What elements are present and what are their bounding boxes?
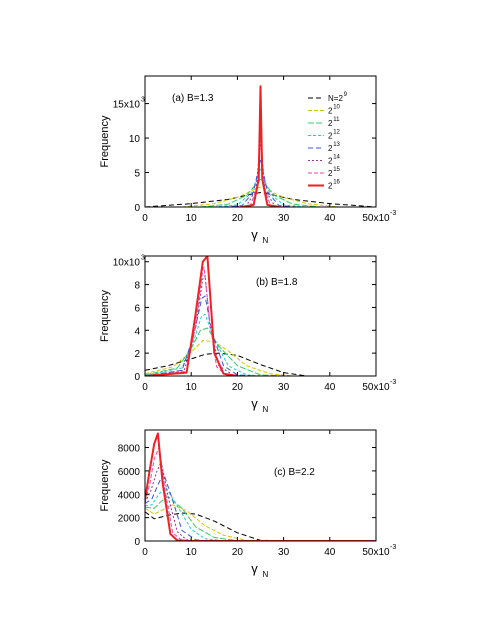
x-axis-exponent: -3 xyxy=(390,379,396,386)
legend-label-superscript: 15 xyxy=(333,167,340,173)
y-tick-label: 6 xyxy=(134,303,140,314)
series-line-6 xyxy=(232,141,289,207)
y-tick-label: 5 xyxy=(134,169,140,180)
series-line-6 xyxy=(145,274,247,376)
x-tick-label: 30 xyxy=(278,382,290,393)
panel-annotation: (b) B=1.8 xyxy=(256,277,298,288)
x-axis-label: γ xyxy=(251,396,258,411)
x-tick-label: 30 xyxy=(278,547,290,558)
legend-label-superscript: 16 xyxy=(333,180,340,186)
y-tick-label: 8 xyxy=(134,281,140,292)
series-line-8 xyxy=(241,85,280,207)
y-tick-label: 8000 xyxy=(118,444,141,455)
y-axis-label: Frequency xyxy=(99,290,111,342)
series-line-3 xyxy=(145,496,376,541)
y-axis-label: Frequency xyxy=(99,115,111,167)
plot-frame xyxy=(144,429,377,542)
x-tick-label: 0 xyxy=(142,547,148,558)
series-line-5 xyxy=(145,472,376,541)
x-axis-label: γ xyxy=(251,227,258,242)
y-tick-label: 2 xyxy=(134,349,140,360)
legend-label-superscript: 9 xyxy=(344,92,348,98)
y-tick-label: 0 xyxy=(134,537,140,548)
legend-label-superscript: 13 xyxy=(333,142,340,148)
series-line-4 xyxy=(214,168,307,207)
chart-panel-1: 0 10 20 30 40 50x10 -3 0 5 10 15x10 3 γ N Frequency (a)… xyxy=(99,75,396,245)
x-tick-label: 0 xyxy=(142,213,148,224)
legend-label: 2 xyxy=(328,132,333,141)
y-axis-exponent: 3 xyxy=(141,97,145,104)
chart-panel-3: 0 10 20 30 40 50x10 -3 0 2000 4000 6000 8000 γ N Frequ… xyxy=(99,429,396,579)
plot-frame xyxy=(144,75,377,208)
x-tick-label: 40 xyxy=(324,382,336,393)
y-tick-label: 0 xyxy=(134,372,140,383)
x-axis-exponent: -3 xyxy=(390,210,396,217)
series-lines xyxy=(145,432,376,541)
y-tick-label: 10 xyxy=(129,134,141,145)
series-line-2 xyxy=(181,186,340,207)
series-line-5 xyxy=(145,295,256,376)
chart-panel-2: 0 10 20 30 40 50x10 -3 0 2 4 6 8 10x10 3 γ N Frequency (b… xyxy=(99,255,396,414)
x-tick-label: 20 xyxy=(232,382,244,393)
series-line-1 xyxy=(145,511,376,541)
series-lines xyxy=(145,85,376,207)
x-tick-label: 50x10 xyxy=(362,382,390,393)
y-tick-label: 15x10 xyxy=(113,100,141,111)
y-tick-label: 10x10 xyxy=(113,258,141,269)
x-axis-exponent: -3 xyxy=(390,544,396,551)
series-line-1 xyxy=(145,352,307,376)
x-axis-label-subscript: N xyxy=(263,570,269,579)
x-tick-label: 10 xyxy=(186,547,198,558)
series-line-3 xyxy=(145,327,284,376)
series-line-5 xyxy=(223,158,298,207)
series-line-1 xyxy=(145,192,376,207)
y-tick-label: 0 xyxy=(134,203,140,214)
series-line-2 xyxy=(145,504,376,541)
series-line-4 xyxy=(145,486,376,541)
x-tick-label: 50x10 xyxy=(362,547,390,558)
x-tick-label: 40 xyxy=(324,213,336,224)
series-line-8 xyxy=(145,256,238,376)
series-line-7 xyxy=(145,447,376,541)
legend-label: N=2 xyxy=(328,94,343,103)
legend-label-superscript: 12 xyxy=(333,130,340,136)
x-tick-label: 20 xyxy=(232,213,244,224)
x-tick-label: 40 xyxy=(324,547,336,558)
x-tick-label: 10 xyxy=(186,213,198,224)
legend-label-superscript: 14 xyxy=(333,155,340,161)
y-tick-label: 4 xyxy=(134,326,140,337)
legend-label: 2 xyxy=(328,144,333,153)
x-axis-label: γ xyxy=(251,561,258,576)
y-tick-label: 4000 xyxy=(118,490,141,501)
series-line-6 xyxy=(145,461,376,541)
series-line-8 xyxy=(145,432,376,541)
legend-label-superscript: 11 xyxy=(333,117,340,123)
x-tick-label: 0 xyxy=(142,382,148,393)
plot-frame xyxy=(144,255,377,377)
legend-label: 2 xyxy=(328,107,333,116)
series-lines xyxy=(145,256,307,376)
y-tick-label: 2000 xyxy=(118,514,141,525)
y-tick-label: 6000 xyxy=(118,467,141,478)
x-axis-label-subscript: N xyxy=(263,236,269,245)
legend: N=2 92 102 112 122 132 142 152 16 xyxy=(308,92,348,191)
legend-label: 2 xyxy=(328,169,333,178)
panel-annotation: (c) B=2.2 xyxy=(274,467,315,478)
legend-label-superscript: 10 xyxy=(333,105,340,111)
series-line-3 xyxy=(200,178,321,207)
panel-annotation: (a) B=1.3 xyxy=(172,93,214,104)
x-tick-label: 20 xyxy=(232,547,244,558)
x-tick-label: 50x10 xyxy=(362,213,390,224)
y-axis-exponent: 3 xyxy=(141,255,145,262)
legend-label: 2 xyxy=(328,182,333,191)
x-axis-label-subscript: N xyxy=(263,405,269,414)
y-axis-label: Frequency xyxy=(99,459,111,511)
legend-label: 2 xyxy=(328,157,333,166)
x-tick-label: 10 xyxy=(186,382,198,393)
legend-label: 2 xyxy=(328,119,333,128)
x-tick-label: 30 xyxy=(278,213,290,224)
